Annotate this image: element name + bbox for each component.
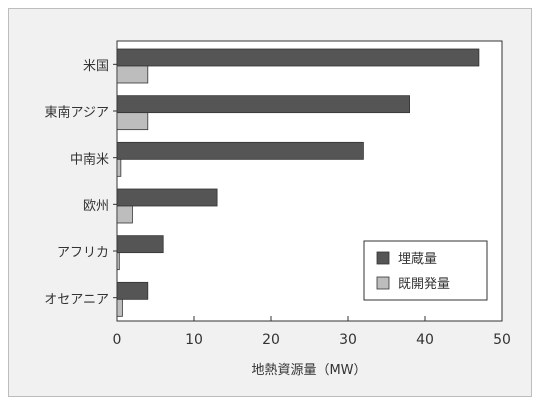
- bar-reserve-2: [116, 141, 364, 160]
- x-tick-label-2: 20: [262, 332, 280, 348]
- category-label-2: 中南米: [70, 151, 109, 167]
- x-tick-label-0: 0: [113, 332, 122, 348]
- bar-reserve-4: [116, 235, 164, 254]
- category-label-1: 東南アジア: [45, 105, 109, 121]
- bar-developed-1: [116, 112, 149, 131]
- legend-label-1: 既開発量: [398, 277, 450, 292]
- legend: 埋蔵量 既開発量: [363, 240, 488, 301]
- category-label-4: アフリカ: [57, 246, 109, 261]
- category-label-0: 米国: [83, 59, 109, 74]
- bar-developed-2: [116, 158, 122, 177]
- x-tick-label-4: 40: [416, 332, 434, 348]
- legend-box: [363, 240, 488, 301]
- bar-developed-3: [116, 205, 133, 224]
- bar-reserve-3: [116, 188, 218, 207]
- bar-developed-0: [116, 65, 149, 84]
- bar-reserve-0: [116, 48, 480, 67]
- bar-developed-5: [116, 298, 123, 317]
- legend-swatch-0: [376, 251, 390, 265]
- legend-label-0: 埋蔵量: [398, 252, 437, 267]
- bar-reserve-1: [116, 95, 411, 114]
- bar-reserve-5: [116, 281, 149, 300]
- x-tick-label-1: 10: [185, 332, 203, 348]
- legend-swatch-1: [376, 276, 390, 290]
- category-label-5: オセアニア: [44, 292, 109, 307]
- x-tick-label-5: 50: [493, 332, 511, 348]
- category-label-3: 欧州: [83, 199, 109, 214]
- x-tick-label-3: 30: [339, 332, 357, 348]
- x-axis-ticks: 0 10 20 30 40 50: [113, 316, 511, 348]
- bars-group: [116, 48, 480, 317]
- x-axis-title: 地熱資源量（MW）: [251, 363, 366, 378]
- bar-developed-4: [116, 252, 120, 271]
